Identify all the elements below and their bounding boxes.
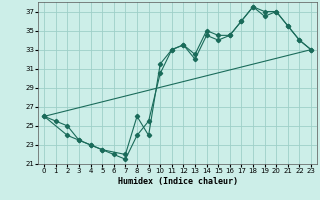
X-axis label: Humidex (Indice chaleur): Humidex (Indice chaleur) — [118, 177, 238, 186]
